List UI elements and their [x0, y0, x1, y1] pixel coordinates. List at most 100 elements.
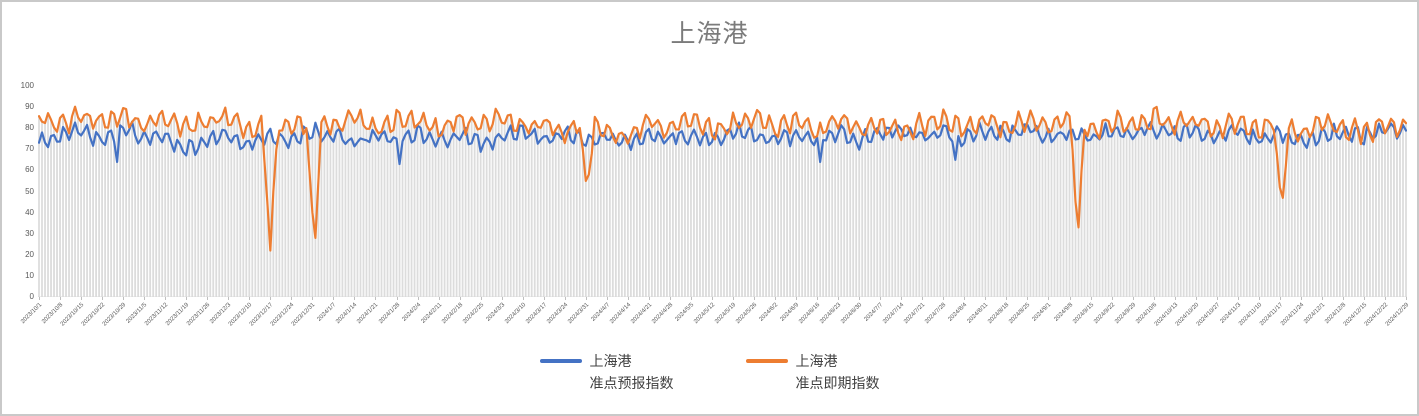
x-axis-label: 2024/5/19 — [714, 302, 738, 326]
series-line-forecast — [38, 120, 1407, 166]
x-axis-tick — [291, 297, 293, 300]
x-axis-label: 2024/5/5 — [674, 302, 696, 323]
legend-label-spot-line2: 准点即期指数 — [795, 375, 880, 391]
x-axis-tick — [60, 297, 62, 300]
x-axis-tick — [754, 297, 756, 300]
x-axis-tick — [375, 297, 377, 300]
x-axis-label: 2024/3/17 — [524, 302, 548, 326]
x-axis-label: 2024/4/7 — [590, 302, 612, 323]
y-axis-label: 40 — [25, 207, 34, 217]
plot-area — [38, 105, 1407, 297]
x-axis-tick — [669, 297, 671, 300]
x-axis-label: 2024/5/12 — [693, 302, 717, 326]
x-axis-tick — [1384, 297, 1386, 300]
x-axis-label: 2024/1/21 — [356, 302, 380, 326]
y-axis-label: 0 — [29, 292, 34, 301]
x-axis-tick — [796, 297, 798, 300]
x-axis-tick — [249, 297, 251, 300]
legend: 上海港 准点预报指数 上海港 准点即期指数 — [2, 350, 1417, 394]
x-axis-label: 2024/2/4 — [401, 302, 422, 323]
x-axis-tick — [1342, 297, 1344, 300]
x-axis-tick — [648, 297, 650, 300]
x-axis-label: 2024/4/21 — [629, 302, 654, 326]
y-axis-label: 30 — [25, 228, 34, 238]
x-axis-tick — [1111, 297, 1113, 300]
x-axis-label: 2024/9/29 — [1113, 302, 1137, 326]
x-axis-tick — [417, 297, 419, 300]
x-axis-label: 2024/9/1 — [1031, 302, 1053, 323]
y-axis-label: 70 — [25, 144, 34, 154]
x-axis-label: 2024/6/16 — [798, 302, 822, 326]
x-axis-label: 2024/8/18 — [987, 302, 1011, 326]
x-axis-tick — [838, 297, 840, 300]
x-axis-tick — [1216, 297, 1218, 300]
forecast-series-swatch-icon — [539, 359, 582, 363]
x-axis-tick — [144, 297, 146, 300]
x-axis-tick — [1048, 297, 1050, 300]
x-axis-tick — [817, 297, 819, 300]
legend-label-spot: 上海港 准点即期指数 — [796, 350, 880, 394]
x-axis-tick — [733, 297, 735, 300]
y-axis-label: 60 — [25, 165, 34, 175]
droplines — [38, 106, 1407, 297]
x-axis-label: 2024/8/25 — [1008, 302, 1032, 326]
y-axis-label: 20 — [25, 249, 34, 259]
x-axis-label: 2024/2/25 — [461, 302, 485, 326]
x-axis-tick — [1090, 297, 1092, 300]
x-axis-tick — [480, 297, 482, 300]
y-axis-label: 90 — [25, 102, 34, 112]
x-axis-tick — [1237, 297, 1239, 300]
x-axis-label: 2024/7/7 — [863, 302, 885, 323]
legend-label-forecast-line1: 上海港 — [589, 353, 632, 369]
x-axis-tick — [396, 297, 398, 300]
y-axis-label: 50 — [25, 186, 34, 196]
x-axis-tick — [775, 297, 777, 300]
x-axis-label: 2024/7/21 — [903, 302, 927, 326]
x-axis-label: 2024/8/11 — [966, 302, 990, 325]
x-axis-tick — [690, 297, 692, 300]
x-axis-tick — [711, 297, 713, 300]
x-axis-tick — [333, 297, 335, 300]
x-axis-tick — [312, 297, 314, 300]
x-axis-tick — [186, 297, 188, 300]
x-axis-tick — [859, 297, 861, 300]
x-axis-tick — [1027, 297, 1029, 300]
x-axis-tick — [943, 297, 945, 300]
x-axis-tick — [985, 297, 987, 300]
x-axis-label: 2024/2/11 — [420, 302, 443, 325]
x-axis-tick — [1006, 297, 1008, 300]
x-axis-label: 2024/9/8 — [1052, 302, 1074, 323]
x-axis-tick — [39, 297, 40, 300]
y-axis-label: 100 — [20, 81, 34, 90]
x-axis-tick — [207, 297, 209, 300]
series-line-spot — [38, 105, 1407, 252]
x-axis-tick — [901, 297, 903, 300]
x-axis-label: 2024/6/2 — [758, 302, 780, 323]
x-axis-label: 2024/3/31 — [566, 302, 591, 326]
x-axis-tick — [1258, 297, 1260, 300]
legend-item-forecast-index: 上海港 准点预报指数 — [539, 350, 674, 394]
x-axis-tick — [543, 297, 545, 300]
x-axis-tick — [1363, 297, 1365, 300]
x-axis-label: 2024/4/14 — [608, 302, 633, 326]
x-axis-tick — [354, 297, 356, 300]
x-axis-tick — [123, 297, 125, 300]
x-axis-tick — [459, 297, 461, 300]
x-axis-tick — [585, 297, 587, 300]
x-axis-tick — [1321, 297, 1323, 300]
legend-item-spot-index: 上海港 准点即期指数 — [745, 350, 880, 394]
x-axis-tick — [1195, 297, 1197, 300]
x-axis-tick — [165, 297, 167, 300]
x-axis-label: 2024/4/28 — [651, 302, 675, 326]
x-axis-label: 2024/9/15 — [1071, 302, 1095, 326]
x-axis-tick — [627, 297, 629, 300]
x-axis-label: 2024/5/26 — [735, 302, 759, 326]
x-axis-tick — [922, 297, 924, 300]
x-axis-label: 2024/9/22 — [1092, 302, 1116, 326]
x-axis-label: 2024/3/24 — [545, 302, 570, 326]
x-axis-label: 2024/6/9 — [779, 302, 801, 323]
x-axis-label: 2024/2/18 — [440, 302, 464, 326]
legend-label-forecast-line2: 准点预报指数 — [589, 375, 674, 391]
x-axis-tick — [102, 297, 104, 300]
